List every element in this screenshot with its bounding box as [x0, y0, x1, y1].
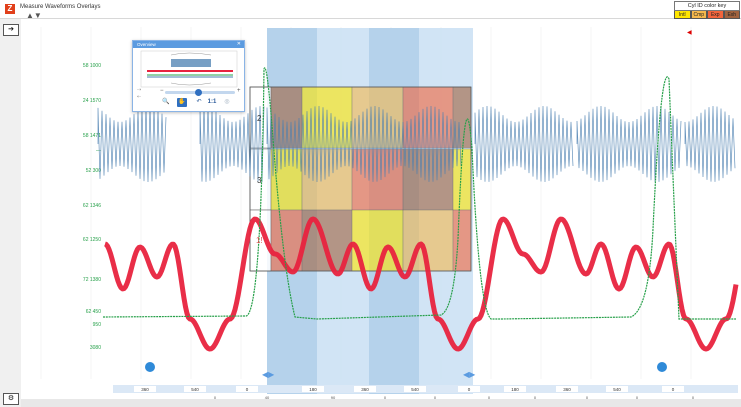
time-axis-sub-label: 0 — [692, 395, 695, 399]
time-axis-sub-label: 0 — [214, 395, 217, 399]
toolbox-title: Overview — [137, 42, 156, 47]
y-axis-label: — — [96, 148, 101, 154]
time-axis-sub-label: 40 — [265, 395, 270, 399]
waveforms — [97, 67, 739, 352]
waveform-green — [102, 67, 736, 320]
time-axis-tick-box — [504, 386, 526, 392]
time-axis-sub-label: 0 — [384, 395, 387, 399]
toolbox-header[interactable]: Overview ✕ — [133, 41, 244, 48]
y-axis-label: 58 1471 — [83, 133, 101, 139]
color-key-intl: Intl — [674, 11, 691, 19]
time-axis-tick-label: 0 — [672, 387, 675, 392]
y-axis-label: 24 1570 — [83, 98, 101, 104]
time-axis: 360 540 0 0 40 180 90 360 0 540 0 0 0 180 0 360 0 540 0 0 0 — [113, 385, 738, 399]
time-axis-tick-box — [184, 386, 206, 392]
time-axis-sub-label: 0 — [534, 395, 537, 399]
waveform-red — [103, 216, 739, 352]
time-axis-sub-label: 0 — [488, 395, 491, 399]
lane-cell — [301, 148, 353, 211]
time-axis-tick-label: 360 — [361, 387, 369, 392]
hand-icon[interactable]: ✋ — [177, 98, 187, 107]
y-axis-label: 62 450 — [86, 309, 102, 315]
time-axis-tick-box — [236, 386, 258, 392]
time-axis-tick-box — [458, 386, 480, 392]
time-axis-tick-label: 0 — [246, 387, 249, 392]
color-key-title: Cyl ID color key — [674, 1, 740, 11]
y-axis-label: 950 — [93, 322, 102, 328]
settings-button[interactable]: ⚙ — [3, 393, 19, 405]
time-axis-sub-label: 0 — [636, 395, 639, 399]
color-key-exh: Exh — [723, 11, 740, 19]
time-axis-tick-box — [302, 386, 324, 392]
zoom-slider[interactable] — [165, 89, 235, 96]
waveform-plot[interactable]: 58 1000 24 1570 58 1471 — 52 300 62 1346 62 12… — [21, 19, 741, 407]
waveform-blue — [97, 105, 736, 183]
color-key: Cyl ID color key Intl Cmp Exp Exh — [674, 1, 740, 19]
time-axis-tick-label: 540 — [411, 387, 419, 392]
y-axis-label: 72 1380 — [83, 277, 101, 283]
left-cursor-handle[interactable] — [145, 362, 155, 372]
one-to-one-button[interactable]: 1:1 — [207, 99, 217, 105]
time-axis-sub-label: 90 — [331, 395, 336, 399]
time-axis-sub-label: 0 — [434, 395, 437, 399]
right-cursor-handle[interactable] — [657, 362, 667, 372]
color-key-cmp: Cmp — [690, 11, 707, 19]
color-key-exp: Exp — [707, 11, 724, 19]
time-axis-tick-label: 540 — [191, 387, 199, 392]
left-toolbar: ➔ ⚙ — [0, 19, 22, 407]
time-axis-tick-label: 180 — [511, 387, 519, 392]
lane-label-1: 1! — [256, 236, 263, 245]
time-axis-tick-label: 0 — [468, 387, 471, 392]
overview-toolbox[interactable]: Overview ✕ ⇢ ⇠ − + 🔍 ✋ ↶ 1:1 ◎ — [132, 40, 245, 112]
zoom-out-icon[interactable]: − — [160, 88, 164, 94]
undo-icon[interactable]: ↶ — [196, 99, 202, 105]
app-logo-icon: Z — [5, 4, 15, 14]
y-axis-label: 3080 — [90, 345, 101, 351]
y-axis-label: 58 1000 — [83, 63, 101, 69]
channel-toggle-icon[interactable]: ▲▼ — [26, 11, 42, 20]
time-axis-tick-box — [354, 386, 376, 392]
magnify-icon[interactable]: 🔍 — [162, 99, 170, 105]
close-icon[interactable]: ✕ — [236, 41, 241, 47]
fit-icon[interactable]: ◎ — [224, 99, 230, 105]
color-key-row: Intl Cmp Exp Exh — [674, 11, 740, 19]
y-axis-label: 62 1250 — [83, 237, 101, 243]
toolbox-side-icons: ⇢ ⇠ — [137, 87, 142, 100]
lane-frame — [249, 86, 472, 272]
time-axis-tick-box — [134, 386, 156, 392]
title-bar: Z Measure Waveforms Overlays Cyl ID colo… — [0, 0, 741, 19]
time-axis-tick-box — [404, 386, 426, 392]
lane-label-3: 3 — [257, 176, 262, 185]
time-axis-tick-box — [606, 386, 628, 392]
y-axis-label: 62 1346 — [83, 203, 101, 209]
time-axis-tick-label: 360 — [141, 387, 149, 392]
time-axis-tick-label: 360 — [563, 387, 571, 392]
lane-label-2: 2 — [257, 114, 262, 123]
toolbox-preview — [140, 50, 238, 88]
zoom-in-icon[interactable]: + — [237, 88, 241, 94]
zoom-slider-knob[interactable] — [195, 89, 202, 96]
waveform-svg[interactable]: 58 1000 24 1570 58 1471 — 52 300 62 1346 62 12… — [21, 19, 741, 399]
time-axis-tick-box — [662, 386, 684, 392]
y-axis-label: 52 300 — [86, 168, 102, 174]
arrow-right-icon[interactable]: ➔ — [3, 24, 19, 36]
y-axis-labels: 58 1000 24 1570 58 1471 — 52 300 62 1346 62 12… — [83, 63, 101, 351]
lane-cell — [452, 209, 472, 272]
cursor-a-arrow-icon[interactable]: ◀▶ — [262, 370, 275, 379]
bottom-status-bar — [21, 399, 741, 407]
time-axis-sub-label: 0 — [586, 395, 589, 399]
time-axis-tick-label: 540 — [613, 387, 621, 392]
window-title: Measure Waveforms Overlays — [20, 4, 101, 10]
marker-icon: ◀ — [687, 30, 692, 36]
time-axis-tick-label: 180 — [309, 387, 317, 392]
time-axis-tick-box — [556, 386, 578, 392]
lane-cell — [452, 148, 472, 211]
cursor-b-arrow-icon[interactable]: ◀▶ — [463, 370, 476, 379]
